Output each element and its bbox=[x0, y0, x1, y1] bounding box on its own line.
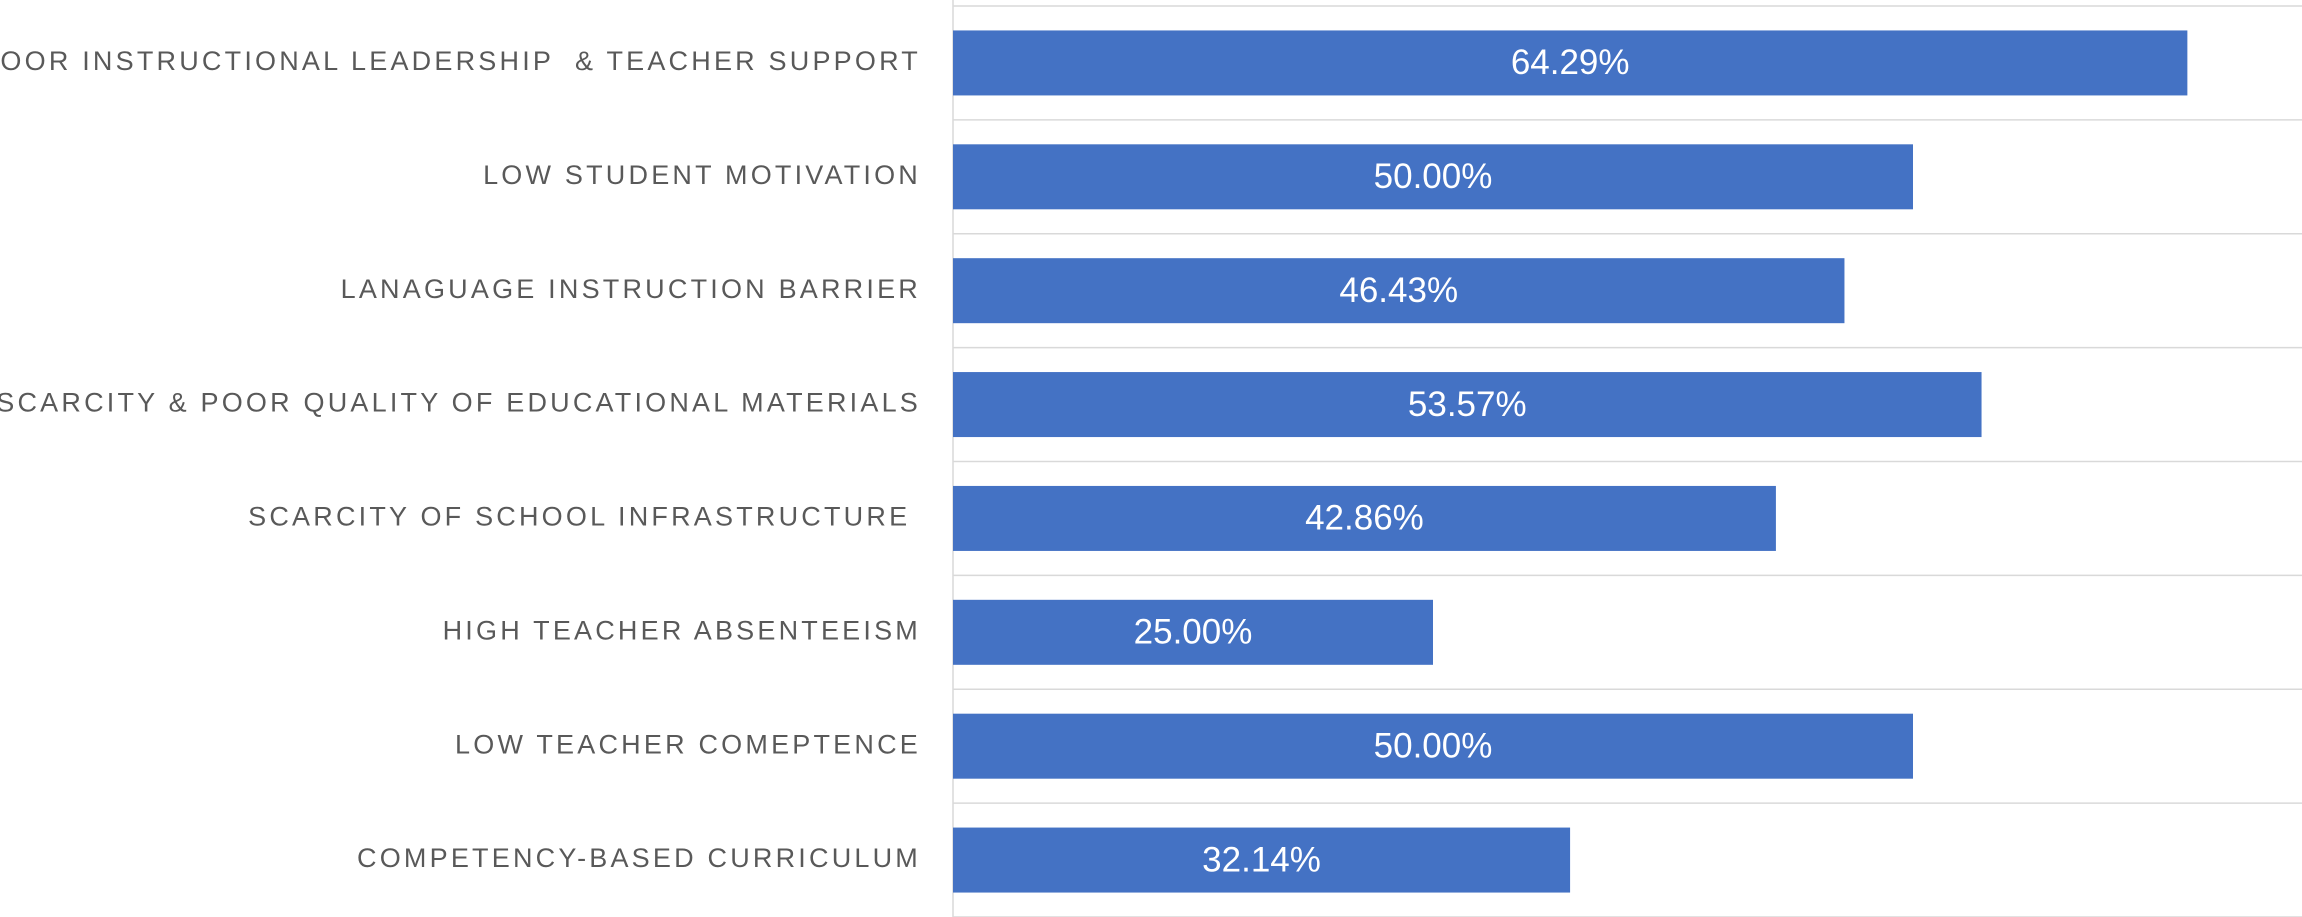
bar bbox=[953, 372, 1982, 438]
data-label: 25.00% bbox=[1134, 613, 1253, 652]
y-tick-label: COMPETENCY-BASED CURRICULUM bbox=[357, 843, 921, 873]
bar bbox=[953, 30, 2188, 96]
data-label: 50.00% bbox=[1374, 157, 1493, 196]
data-label: 64.29% bbox=[1511, 43, 1630, 82]
y-tick-label: LANAGUAGE INSTRUCTION BARRIER bbox=[341, 274, 921, 304]
data-label: 53.57% bbox=[1408, 385, 1527, 424]
y-tick-label: LOW TEACHER COMEPTENCE bbox=[455, 729, 921, 759]
y-tick-label: SCARCITY & POOR QUALITY OF EDUCATIONAL M… bbox=[0, 388, 921, 418]
y-tick-label: SCARCITY OF SCHOOL INFRASTRUCTURE bbox=[248, 502, 921, 532]
data-label: 50.00% bbox=[1374, 726, 1493, 765]
y-tick-label: LOW STUDENT MOTIVATION bbox=[483, 160, 921, 190]
bar bbox=[953, 713, 1913, 779]
bar bbox=[953, 827, 1571, 893]
data-label: 42.86% bbox=[1305, 499, 1424, 538]
bar bbox=[953, 258, 1845, 324]
data-label: 46.43% bbox=[1339, 271, 1458, 310]
y-tick-label: POOR INSTRUCTIONAL LEADERSHIP & TEACHER … bbox=[0, 46, 921, 76]
y-tick-label: HIGH TEACHER ABSENTEEISM bbox=[443, 615, 921, 645]
data-label: 32.14% bbox=[1202, 840, 1321, 879]
bar bbox=[953, 144, 1913, 210]
bar bbox=[953, 485, 1776, 551]
bar bbox=[953, 599, 1433, 665]
